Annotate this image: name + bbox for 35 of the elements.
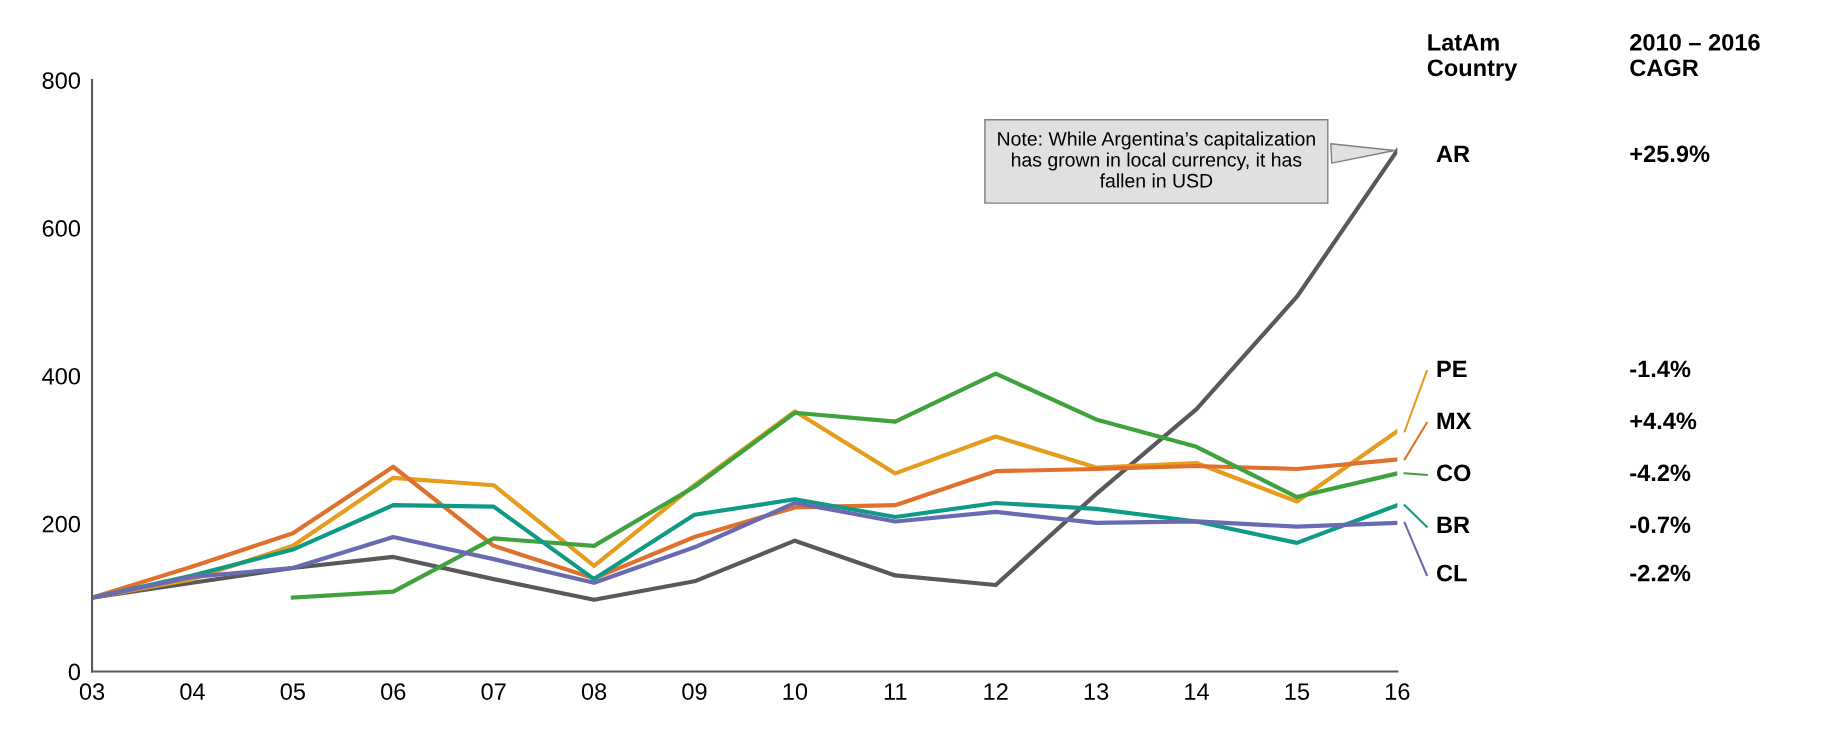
x-tick-label: 04 xyxy=(180,683,205,700)
series-label: AR xyxy=(1436,145,1470,162)
x-tick-label: 16 xyxy=(1385,683,1410,700)
x-tick-label: 08 xyxy=(581,683,607,700)
annotation: Note: While Argentina’s capitalization has grown in local currency, it has fallen in USD xyxy=(998,131,1315,188)
text: -0.7% xyxy=(1630,516,1691,534)
text: -4.2% xyxy=(1630,464,1691,482)
x-tick-label: 13 xyxy=(1084,683,1109,700)
x-tick-label: 05 xyxy=(280,683,305,700)
x-tick-label: 03 xyxy=(79,683,105,700)
text: -2.2% xyxy=(1630,564,1691,582)
text: MX xyxy=(1437,412,1472,430)
text: PE xyxy=(1437,360,1467,378)
legend-label: CO xyxy=(1436,464,1471,482)
x-tick-label: 15 xyxy=(1285,683,1310,700)
text: -1.4% xyxy=(1630,360,1691,378)
x-tick-label: 11 xyxy=(884,683,907,700)
x-tick-label: 09 xyxy=(682,683,707,700)
legend-label: BR xyxy=(1437,516,1470,533)
x-tick-label: 07 xyxy=(481,683,506,700)
text: LatAm Country xyxy=(1427,34,1518,81)
line-series xyxy=(290,371,1398,600)
text: CL xyxy=(1436,564,1467,582)
x-tick-label: 14 xyxy=(1185,683,1209,700)
text: +4.4% xyxy=(1630,412,1697,430)
y-tick-label: 400 xyxy=(42,367,81,385)
x-tick-label: 12 xyxy=(984,683,1008,700)
y-tick-label: 0 xyxy=(68,663,81,681)
text: 2010 – 2016 CAGR xyxy=(1630,34,1760,77)
x-tick-label: 10 xyxy=(783,683,808,700)
y-tick-label: 600 xyxy=(42,220,81,237)
y-tick-label: 200 xyxy=(42,515,81,533)
x-tick-label: 06 xyxy=(381,683,406,700)
y-tick-label: 800 xyxy=(42,72,81,89)
text: +25.9% xyxy=(1630,145,1710,163)
